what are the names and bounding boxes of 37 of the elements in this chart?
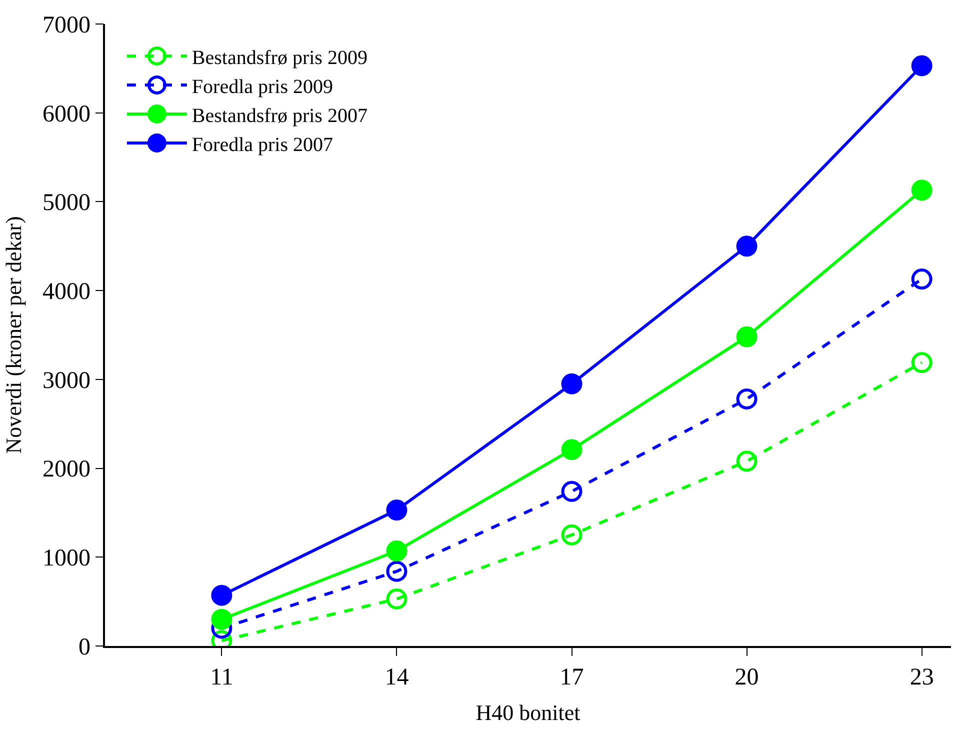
y-axis-title: Noverdi (kroner per dekar) bbox=[0, 216, 26, 454]
point bbox=[911, 352, 932, 374]
y-tick-label: 1000 bbox=[42, 546, 90, 572]
x-axis-title: H40 bonitet bbox=[476, 700, 580, 725]
y-tick-label: 2000 bbox=[42, 456, 90, 483]
x-tick-label: 14 bbox=[384, 664, 409, 691]
point bbox=[211, 608, 232, 630]
y-tick-label: 5000 bbox=[42, 190, 90, 216]
point bbox=[386, 500, 408, 521]
point bbox=[561, 373, 582, 394]
x-tick-label: 17 bbox=[560, 664, 584, 691]
legend-label: Foredla pris 2007 bbox=[192, 134, 334, 156]
point bbox=[561, 439, 582, 460]
y-tick-label: 3000 bbox=[42, 368, 90, 394]
point bbox=[386, 540, 408, 562]
point bbox=[736, 450, 758, 472]
point bbox=[386, 560, 408, 582]
y-tick-label: 7000 bbox=[42, 12, 90, 38]
legend-label: Bestandsfrø pris 2009 bbox=[192, 46, 368, 69]
x-tick-label: 23 bbox=[910, 664, 934, 691]
point bbox=[736, 388, 758, 410]
y-tick-label: 6000 bbox=[42, 101, 90, 128]
point bbox=[386, 588, 408, 610]
point bbox=[561, 524, 582, 546]
legend-label: Foredla pris 2009 bbox=[192, 76, 334, 98]
point bbox=[736, 236, 758, 257]
legend-label: Bestandsfrø pris 2007 bbox=[192, 104, 368, 127]
x-tick-label: 20 bbox=[734, 664, 759, 691]
x-tick-label: 11 bbox=[210, 664, 234, 691]
point bbox=[911, 55, 932, 76]
y-tick-label: 0 bbox=[78, 634, 90, 660]
point bbox=[911, 268, 932, 290]
point bbox=[211, 584, 232, 606]
point bbox=[911, 180, 932, 201]
point bbox=[561, 480, 582, 502]
point bbox=[736, 326, 758, 348]
y-tick-label: 4000 bbox=[42, 278, 90, 305]
